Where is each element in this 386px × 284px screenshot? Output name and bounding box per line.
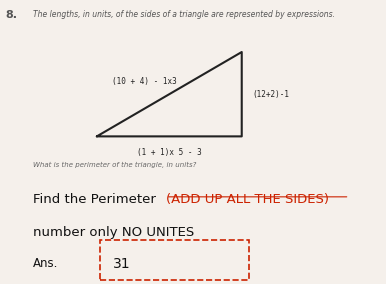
Text: (10 + 4) - 1x3: (10 + 4) - 1x3 [112,77,177,86]
FancyBboxPatch shape [100,241,249,280]
Text: (12+2)-1: (12+2)-1 [252,90,290,99]
Text: The lengths, in units, of the sides of a triangle are represented by expressions: The lengths, in units, of the sides of a… [33,10,335,19]
Text: 8.: 8. [5,10,17,20]
Text: Ans.: Ans. [33,257,59,270]
Text: number only NO UNITES: number only NO UNITES [33,226,195,239]
Text: (1 + 1)x 5 - 3: (1 + 1)x 5 - 3 [137,148,201,156]
Text: Find the Perimeter: Find the Perimeter [33,193,160,206]
Text: What is the perimeter of the triangle, in units?: What is the perimeter of the triangle, i… [33,162,196,168]
Text: 31: 31 [113,257,130,271]
Text: (ADD UP ALL THE SIDES): (ADD UP ALL THE SIDES) [166,193,329,206]
